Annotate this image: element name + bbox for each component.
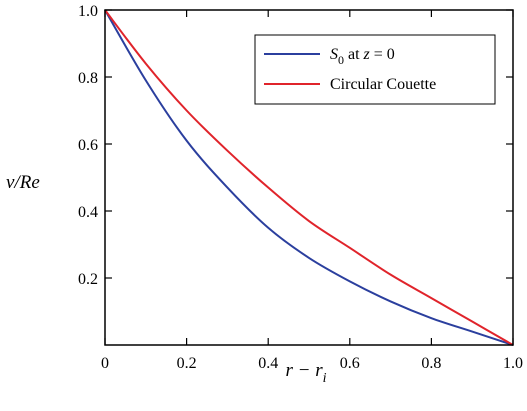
x-tick-label: 0.6 [340, 355, 360, 372]
curves-layer [104, 9, 514, 346]
x-tick-label: 0.2 [177, 355, 197, 372]
y-tick-label: 0.8 [78, 70, 98, 87]
y-tick-label: 0.4 [78, 204, 98, 221]
x-tick-label: 0 [101, 355, 109, 372]
x-axis-label-subscript: i [323, 371, 327, 386]
y-tick-labels: 0.2 0.4 0.6 0.8 1.0 [78, 3, 98, 288]
x-axis-label-main: r − r [286, 360, 324, 381]
legend-label-couette: Circular Couette [330, 76, 436, 93]
legend-box [254, 34, 496, 105]
legend: S0 at z = 0 Circular Couette [254, 34, 496, 105]
y-tick-label: 0.6 [78, 137, 98, 154]
x-axis-label: r − ri [286, 360, 327, 386]
x-tick-labels: 0 0.2 0.4 0.6 0.8 1.0 [101, 355, 523, 372]
series-line-couette [104, 9, 514, 346]
x-tick-label: 0.4 [258, 355, 278, 372]
y-axis-label: v/Re [6, 172, 40, 193]
series-line-s0 [104, 9, 514, 346]
legend-label-s0: S0 at z = 0 [330, 46, 395, 67]
x-tick-label: 0.8 [421, 355, 441, 372]
plot-frame [104, 9, 514, 346]
y-tick-label: 0.2 [78, 271, 98, 288]
y-tick-label: 1.0 [78, 3, 98, 20]
ticks-layer [104, 9, 514, 345]
x-tick-label: 1.0 [503, 355, 523, 372]
